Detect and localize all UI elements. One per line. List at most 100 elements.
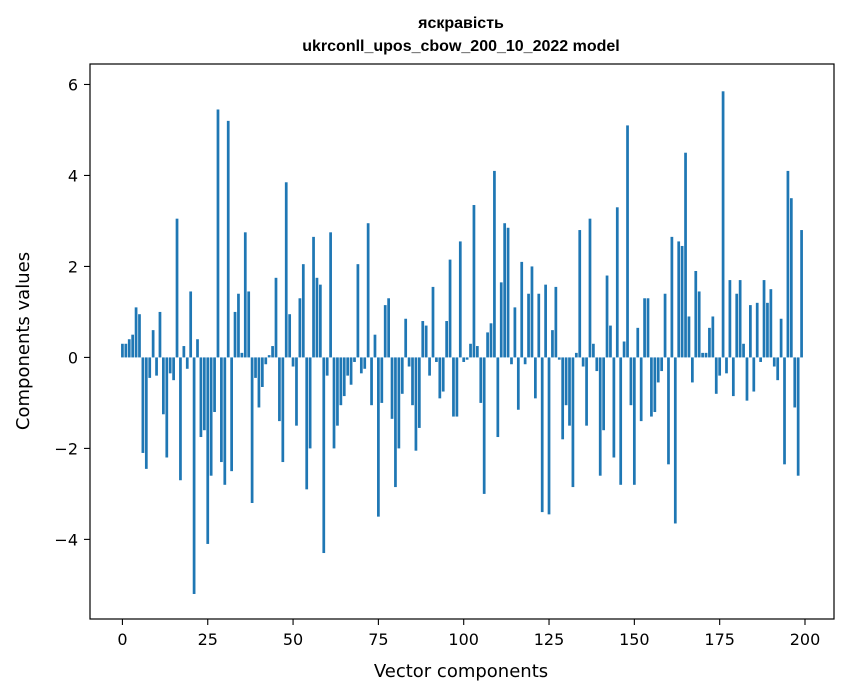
bar xyxy=(332,357,336,449)
bar xyxy=(431,286,435,358)
bar xyxy=(359,357,363,374)
bar xyxy=(390,357,394,419)
bar xyxy=(629,357,633,406)
bar xyxy=(626,125,629,358)
bar xyxy=(206,357,210,544)
bar xyxy=(721,91,725,358)
bar xyxy=(394,357,397,488)
bar xyxy=(728,280,732,358)
bar xyxy=(789,198,793,358)
bar xyxy=(503,223,507,358)
bar xyxy=(646,298,650,358)
bar xyxy=(346,357,350,376)
bar xyxy=(373,334,377,358)
bar xyxy=(312,236,315,358)
bar xyxy=(267,355,271,358)
bar xyxy=(353,357,356,362)
bar xyxy=(240,352,244,358)
bar xyxy=(158,311,162,358)
bar xyxy=(295,357,298,426)
bar xyxy=(656,357,660,383)
bar xyxy=(493,170,496,358)
bar xyxy=(278,357,281,422)
bar xyxy=(138,314,141,358)
plot-area-frame xyxy=(89,63,835,620)
bar xyxy=(260,357,264,387)
bar xyxy=(370,357,373,406)
bar xyxy=(643,298,646,358)
y-tick-label: 4 xyxy=(68,166,78,185)
y-axis-ticks: −4 −2 0 2 4 6 xyxy=(54,75,90,549)
bar xyxy=(458,241,462,358)
bar xyxy=(250,357,254,503)
y-axis-label: Components values xyxy=(13,252,34,430)
bar xyxy=(380,357,384,403)
bar xyxy=(523,357,527,365)
bar xyxy=(653,357,657,413)
bar xyxy=(233,311,237,358)
bar xyxy=(428,357,431,376)
bar xyxy=(475,346,479,358)
bar xyxy=(226,120,230,358)
bar xyxy=(650,357,653,417)
bar xyxy=(421,321,425,358)
bar xyxy=(684,152,687,358)
bar xyxy=(516,357,520,410)
y-tick-label: −2 xyxy=(54,439,78,458)
bar xyxy=(530,266,534,358)
bar xyxy=(585,357,588,426)
bar xyxy=(619,357,623,485)
bar xyxy=(441,357,445,392)
bar xyxy=(404,318,408,358)
bar xyxy=(581,357,585,367)
bar xyxy=(561,357,565,440)
bar xyxy=(673,357,677,524)
bar xyxy=(356,264,360,358)
bar xyxy=(482,357,486,494)
bar xyxy=(605,275,609,358)
x-tick-label: 175 xyxy=(704,630,735,649)
bar xyxy=(544,284,547,358)
bar xyxy=(298,298,302,358)
bar xyxy=(496,357,500,438)
bar xyxy=(452,357,455,417)
bar xyxy=(172,357,175,381)
bar xyxy=(711,316,715,358)
x-tick-label: 0 xyxy=(117,630,127,649)
bar xyxy=(568,357,571,426)
bar xyxy=(281,357,285,463)
bar xyxy=(185,357,189,369)
bar xyxy=(342,357,346,397)
bar xyxy=(527,293,530,358)
bar xyxy=(329,232,332,358)
bar xyxy=(796,357,800,476)
bar xyxy=(680,245,684,358)
bar xyxy=(162,357,165,415)
chart-title: яскравість xyxy=(417,15,504,32)
bar xyxy=(639,357,643,422)
bar xyxy=(264,357,268,365)
x-axis-label: Vector components xyxy=(374,661,548,682)
bar xyxy=(315,277,319,358)
bar xyxy=(417,357,421,428)
bar xyxy=(755,302,759,358)
bar xyxy=(257,357,261,408)
bar xyxy=(124,343,128,358)
bar xyxy=(714,357,718,394)
bar xyxy=(564,357,568,406)
bar xyxy=(520,261,524,358)
y-tick-label: 0 xyxy=(68,348,78,367)
bar xyxy=(506,227,510,358)
bar xyxy=(284,182,288,358)
y-tick-label: 6 xyxy=(68,75,78,94)
bar xyxy=(622,341,626,358)
bar xyxy=(325,357,329,376)
bar xyxy=(479,357,483,403)
bar xyxy=(759,357,762,362)
bar xyxy=(557,357,561,360)
bar xyxy=(786,170,790,358)
bar xyxy=(199,357,203,438)
bar xyxy=(407,357,411,367)
bar xyxy=(349,357,353,385)
bar xyxy=(510,357,513,365)
